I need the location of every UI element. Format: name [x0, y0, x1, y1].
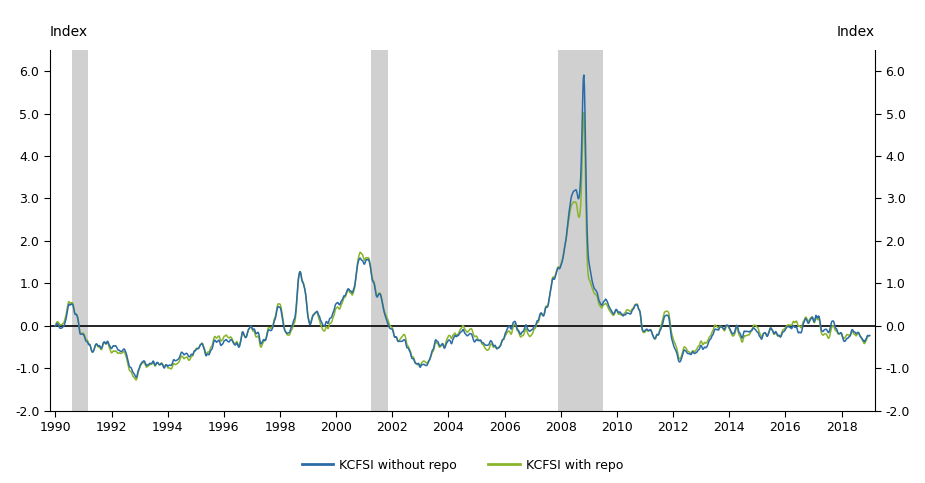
KCFSI with repo	[864, 333, 875, 339]
Bar	[72, 50, 88, 411]
KCFSI without repo	[663, 315, 674, 321]
KCFSI without repo	[864, 333, 875, 339]
KCFSI without repo	[465, 331, 476, 337]
KCFSI without repo	[719, 327, 730, 332]
KCFSI with repo	[50, 323, 61, 328]
Bar	[371, 50, 388, 411]
Line: KCFSI without repo: KCFSI without repo	[56, 75, 869, 377]
KCFSI without repo	[50, 323, 61, 329]
KCFSI with repo	[719, 328, 730, 334]
KCFSI without repo	[426, 351, 437, 356]
Legend: KCFSI without repo, KCFSI with repo: KCFSI without repo, KCFSI with repo	[297, 454, 628, 477]
KCFSI with repo	[578, 110, 589, 115]
KCFSI with repo	[451, 332, 462, 338]
Bar	[559, 50, 603, 411]
KCFSI without repo	[130, 374, 142, 380]
KCFSI without repo	[578, 72, 589, 78]
KCFSI without repo	[451, 333, 462, 339]
KCFSI with repo	[218, 334, 229, 340]
KCFSI with repo	[663, 311, 674, 316]
Text: Index: Index	[50, 25, 88, 39]
KCFSI with repo	[426, 352, 437, 358]
KCFSI with repo	[465, 326, 476, 332]
Line: KCFSI with repo: KCFSI with repo	[56, 113, 869, 380]
KCFSI without repo	[218, 339, 229, 344]
Text: Index: Index	[837, 25, 875, 39]
KCFSI with repo	[130, 377, 142, 383]
